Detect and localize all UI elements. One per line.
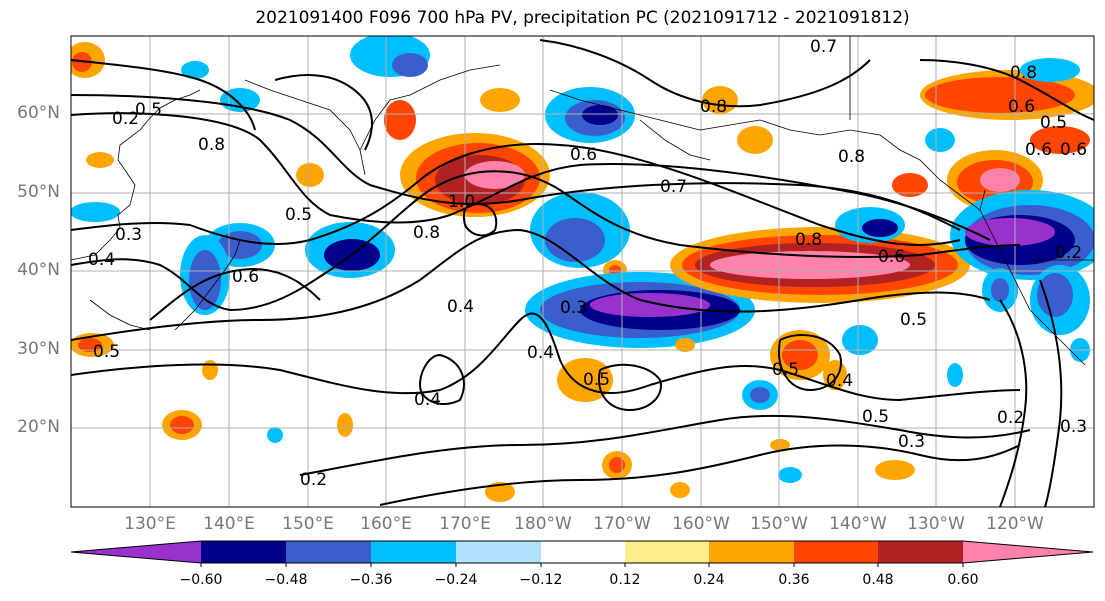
contour-label: 0.5 xyxy=(900,310,927,330)
lat-label: 60°N xyxy=(17,103,60,123)
contour-label: 0.7 xyxy=(810,37,837,57)
contour-label: 0.2 xyxy=(997,408,1024,428)
contour-label: 0.2 xyxy=(1055,243,1082,263)
lon-label: 130°E xyxy=(124,514,176,534)
lon-label: 170°E xyxy=(439,514,491,534)
lon-label: 150°W xyxy=(750,514,808,534)
contour-label: 0.6 xyxy=(232,267,259,287)
contour-label: 0.4 xyxy=(447,297,474,317)
lon-label: 160°W xyxy=(672,514,730,534)
contour-label: 0.8 xyxy=(838,147,865,167)
colorbar-tick-label: −0.60 xyxy=(179,572,223,588)
contour-labels: 0.7 0.8 0.5 0.3 0.4 0.8 0.5 0.4 1.0 0.8 … xyxy=(88,37,1087,490)
lon-label: 140°E xyxy=(203,514,255,534)
contour-label: 0.4 xyxy=(826,371,853,391)
contour-label: 0.5 xyxy=(1040,113,1067,133)
colorbar-tick-label: −0.36 xyxy=(349,572,393,588)
contour-label: 0.2 xyxy=(300,470,327,490)
contour-label: 0.4 xyxy=(414,390,441,410)
contour-label: 0.6 xyxy=(1060,140,1087,160)
contour-label: 0.6 xyxy=(570,145,597,165)
coastlines xyxy=(71,36,1094,366)
colorbar-tick-label: 0.48 xyxy=(862,572,894,588)
lon-label: 120°W xyxy=(986,514,1044,534)
contour-label: 0.6 xyxy=(1025,140,1052,160)
colorbar-tick-label: −0.48 xyxy=(264,572,308,588)
contour-label: 0.5 xyxy=(862,407,889,427)
contour-label: 0.2 xyxy=(112,109,139,129)
contour-label: 0.8 xyxy=(198,135,225,155)
contour-label: 1.0 xyxy=(448,192,475,212)
pv-contours xyxy=(71,39,1094,507)
contour-label: 0.3 xyxy=(560,298,587,318)
lon-label: 130°W xyxy=(907,514,965,534)
contour-label: 0.6 xyxy=(1008,97,1035,117)
colorbar-tick-label: 0.24 xyxy=(693,572,725,588)
lat-label: 50°N xyxy=(17,182,60,202)
lon-label: 160°E xyxy=(360,514,412,534)
contour-label: 0.4 xyxy=(88,250,115,270)
colorbar-tick-label: −0.12 xyxy=(519,572,563,588)
colorbar-tick-label: 0.12 xyxy=(609,572,641,588)
contour-label: 0.3 xyxy=(115,225,142,245)
gridlines xyxy=(71,36,1094,507)
contour-label: 0.4 xyxy=(527,343,554,363)
contour-label: 0.5 xyxy=(772,360,799,380)
contour-label: 0.3 xyxy=(898,432,925,452)
lat-label: 20°N xyxy=(17,417,60,437)
contour-label: 0.5 xyxy=(93,342,120,362)
contour-label: 0.6 xyxy=(878,247,905,267)
lon-label: 170°W xyxy=(593,514,651,534)
lat-label: 40°N xyxy=(17,260,60,280)
contour-label: 0.5 xyxy=(285,205,312,225)
lat-label: 30°N xyxy=(17,339,60,359)
contour-label: 0.5 xyxy=(583,370,610,390)
contour-label: 0.8 xyxy=(413,223,440,243)
chart-title: 2021091400 F096 700 hPa PV, precipitatio… xyxy=(255,8,910,28)
contour-label: 0.8 xyxy=(700,97,727,117)
colorbar-tick-label: 0.60 xyxy=(947,572,979,588)
lon-label: 140°W xyxy=(829,514,887,534)
lon-label: 180°W xyxy=(514,514,572,534)
colorbar-tick-label: −0.24 xyxy=(434,572,478,588)
contour-label: 0.8 xyxy=(795,230,822,250)
contour-label: 0.8 xyxy=(1010,63,1037,83)
contour-label: 0.3 xyxy=(1060,417,1087,437)
contour-label: 0.7 xyxy=(660,177,687,197)
map-frame xyxy=(70,35,1095,508)
contour-label: 0.5 xyxy=(135,100,162,120)
lon-label: 150°E xyxy=(282,514,334,534)
colorbar-tick-label: 0.36 xyxy=(778,572,810,588)
